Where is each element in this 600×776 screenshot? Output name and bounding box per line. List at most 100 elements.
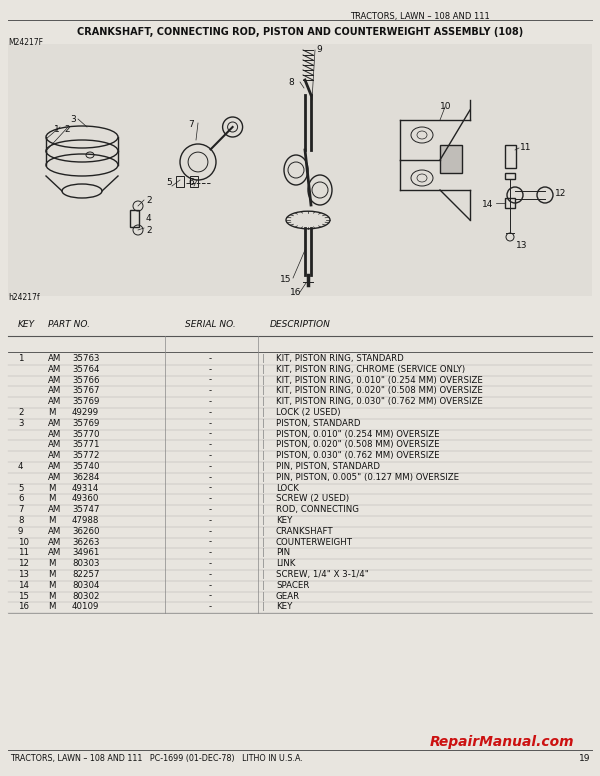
Text: AM: AM xyxy=(48,473,61,482)
Text: |: | xyxy=(262,441,265,449)
Text: |: | xyxy=(262,483,265,493)
Text: 9: 9 xyxy=(18,527,23,535)
Text: 34961: 34961 xyxy=(72,549,100,557)
Text: -: - xyxy=(208,365,212,374)
Text: SPACER: SPACER xyxy=(276,580,310,590)
Text: 36263: 36263 xyxy=(72,538,100,546)
Text: CRANKSHAFT, CONNECTING ROD, PISTON AND COUNTERWEIGHT ASSEMBLY (108): CRANKSHAFT, CONNECTING ROD, PISTON AND C… xyxy=(77,27,523,37)
Text: PIN, PISTON, STANDARD: PIN, PISTON, STANDARD xyxy=(276,462,380,471)
Text: 5: 5 xyxy=(166,178,172,187)
Text: 35740: 35740 xyxy=(72,462,100,471)
Text: KEY: KEY xyxy=(276,516,292,525)
Text: PIN, PISTON, 0.005" (0.127 MM) OVERSIZE: PIN, PISTON, 0.005" (0.127 MM) OVERSIZE xyxy=(276,473,459,482)
Text: |: | xyxy=(262,570,265,579)
Text: 35770: 35770 xyxy=(72,430,100,438)
Text: -: - xyxy=(208,580,212,590)
Text: |: | xyxy=(262,494,265,504)
Text: 16: 16 xyxy=(18,602,29,611)
Text: 2: 2 xyxy=(146,226,152,235)
Text: 14: 14 xyxy=(18,580,29,590)
Text: -: - xyxy=(208,570,212,579)
Text: PISTON, 0.010" (0.254 MM) OVERSIZE: PISTON, 0.010" (0.254 MM) OVERSIZE xyxy=(276,430,440,438)
Text: 35763: 35763 xyxy=(72,354,100,363)
Text: 13: 13 xyxy=(18,570,29,579)
Text: 1: 1 xyxy=(54,125,60,134)
Text: 6: 6 xyxy=(188,178,194,187)
Text: -: - xyxy=(208,354,212,363)
Text: |: | xyxy=(262,538,265,546)
Text: -: - xyxy=(208,386,212,396)
Text: AM: AM xyxy=(48,376,61,385)
Text: PISTON, 0.030" (0.762 MM) OVERSIZE: PISTON, 0.030" (0.762 MM) OVERSIZE xyxy=(276,451,440,460)
Text: M: M xyxy=(48,602,56,611)
Text: LOCK (2 USED): LOCK (2 USED) xyxy=(276,408,341,417)
Text: TRACTORS, LAWN – 108 AND 111: TRACTORS, LAWN – 108 AND 111 xyxy=(350,12,490,21)
Text: AM: AM xyxy=(48,549,61,557)
Text: |: | xyxy=(262,473,265,482)
Text: 3: 3 xyxy=(70,115,76,124)
Text: 4: 4 xyxy=(18,462,23,471)
Text: 2: 2 xyxy=(146,196,152,205)
Text: |: | xyxy=(262,462,265,471)
Text: 80304: 80304 xyxy=(72,580,100,590)
Text: |: | xyxy=(262,602,265,611)
Text: 14: 14 xyxy=(482,200,493,209)
Text: M: M xyxy=(48,516,56,525)
Text: 36284: 36284 xyxy=(72,473,100,482)
Text: 10: 10 xyxy=(18,538,29,546)
Text: PISTON, STANDARD: PISTON, STANDARD xyxy=(276,419,361,428)
Text: |: | xyxy=(262,451,265,460)
Text: AM: AM xyxy=(48,354,61,363)
Text: -: - xyxy=(208,516,212,525)
FancyBboxPatch shape xyxy=(440,145,462,173)
Text: LOCK: LOCK xyxy=(276,483,299,493)
Text: 8: 8 xyxy=(288,78,294,87)
Text: -: - xyxy=(208,397,212,406)
Text: |: | xyxy=(262,559,265,568)
Text: |: | xyxy=(262,591,265,601)
Text: SERIAL NO.: SERIAL NO. xyxy=(185,320,235,329)
Text: KIT, PISTON RING, 0.030" (0.762 MM) OVERSIZE: KIT, PISTON RING, 0.030" (0.762 MM) OVER… xyxy=(276,397,483,406)
Text: AM: AM xyxy=(48,527,61,535)
Text: 10: 10 xyxy=(440,102,452,111)
Text: M: M xyxy=(48,570,56,579)
Text: -: - xyxy=(208,462,212,471)
Text: 80302: 80302 xyxy=(72,591,100,601)
Text: -: - xyxy=(208,527,212,535)
Text: 47988: 47988 xyxy=(72,516,100,525)
Text: AM: AM xyxy=(48,365,61,374)
Text: AM: AM xyxy=(48,451,61,460)
Text: KIT, PISTON RING, STANDARD: KIT, PISTON RING, STANDARD xyxy=(276,354,404,363)
Text: -: - xyxy=(208,494,212,504)
Text: AM: AM xyxy=(48,462,61,471)
Text: 80303: 80303 xyxy=(72,559,100,568)
Text: 12: 12 xyxy=(18,559,29,568)
Text: -: - xyxy=(208,505,212,514)
Text: 35772: 35772 xyxy=(72,451,100,460)
Text: KIT, PISTON RING, CHROME (SERVICE ONLY): KIT, PISTON RING, CHROME (SERVICE ONLY) xyxy=(276,365,465,374)
Text: DESCRIPTION: DESCRIPTION xyxy=(270,320,331,329)
Text: M: M xyxy=(48,483,56,493)
Text: 49360: 49360 xyxy=(72,494,100,504)
Text: 82257: 82257 xyxy=(72,570,100,579)
Text: M24217F: M24217F xyxy=(8,38,43,47)
Text: AM: AM xyxy=(48,397,61,406)
Text: -: - xyxy=(208,419,212,428)
Text: ROD, CONNECTING: ROD, CONNECTING xyxy=(276,505,359,514)
Text: |: | xyxy=(262,516,265,525)
Text: KIT, PISTON RING, 0.020" (0.508 MM) OVERSIZE: KIT, PISTON RING, 0.020" (0.508 MM) OVER… xyxy=(276,386,483,396)
Text: AM: AM xyxy=(48,430,61,438)
Text: 35766: 35766 xyxy=(72,376,100,385)
Text: -: - xyxy=(208,483,212,493)
Text: |: | xyxy=(262,365,265,374)
Text: 2: 2 xyxy=(18,408,23,417)
Text: 1: 1 xyxy=(18,354,23,363)
Text: SCREW (2 USED): SCREW (2 USED) xyxy=(276,494,349,504)
Text: -: - xyxy=(208,591,212,601)
Text: 36260: 36260 xyxy=(72,527,100,535)
Text: 12: 12 xyxy=(555,189,566,198)
Text: 8: 8 xyxy=(18,516,23,525)
Text: |: | xyxy=(262,430,265,438)
Text: 2: 2 xyxy=(64,125,70,134)
Text: 40109: 40109 xyxy=(72,602,100,611)
